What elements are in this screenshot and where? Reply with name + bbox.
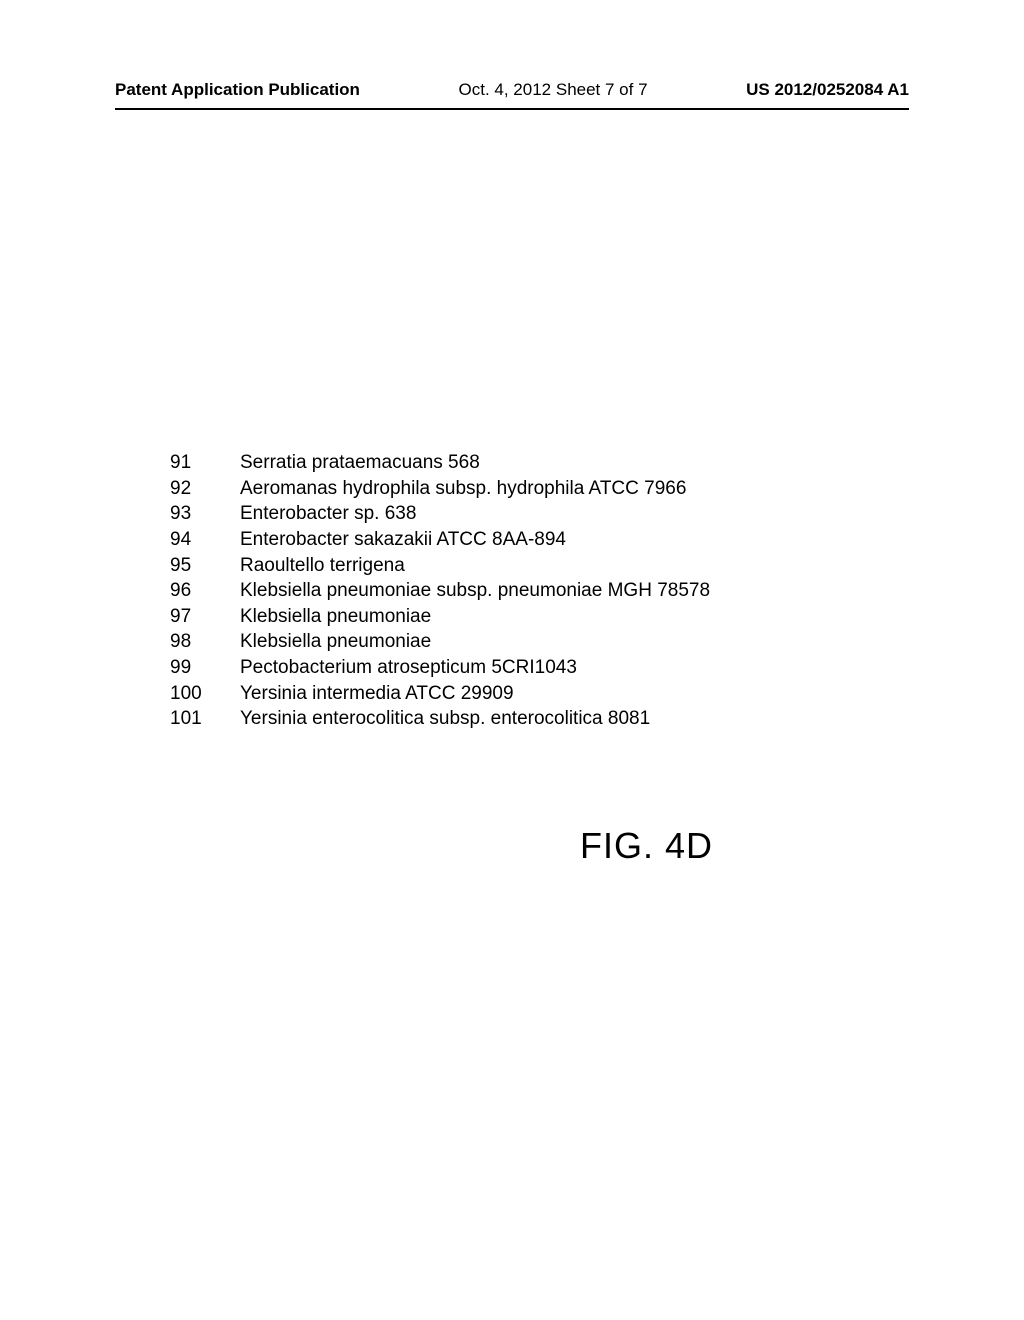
item-text: Yersinia enterocolitica subsp. enterocol… (240, 706, 710, 732)
item-text: Klebsiella pneumoniae subsp. pneumoniae … (240, 578, 710, 604)
list-item: 91 Serratia prataemacuans 568 (170, 450, 710, 476)
publication-type: Patent Application Publication (115, 80, 360, 100)
item-number: 101 (170, 706, 240, 732)
list-item: 92 Aeromanas hydrophila subsp. hydrophil… (170, 476, 710, 502)
item-number: 99 (170, 655, 240, 681)
item-text: Klebsiella pneumoniae (240, 604, 710, 630)
item-number: 92 (170, 476, 240, 502)
publication-number: US 2012/0252084 A1 (746, 80, 909, 100)
item-number: 98 (170, 629, 240, 655)
item-number: 94 (170, 527, 240, 553)
list-item: 100 Yersinia intermedia ATCC 29909 (170, 681, 710, 707)
item-text: Yersinia intermedia ATCC 29909 (240, 681, 710, 707)
list-item: 93 Enterobacter sp. 638 (170, 501, 710, 527)
list-item: 99 Pectobacterium atrosepticum 5CRI1043 (170, 655, 710, 681)
item-text: Aeromanas hydrophila subsp. hydrophila A… (240, 476, 710, 502)
figure-label: FIG. 4D (580, 825, 713, 867)
item-number: 100 (170, 681, 240, 707)
list-item: 97 Klebsiella pneumoniae (170, 604, 710, 630)
item-text: Enterobacter sakazakii ATCC 8AA-894 (240, 527, 710, 553)
item-text: Enterobacter sp. 638 (240, 501, 710, 527)
item-number: 95 (170, 553, 240, 579)
item-number: 91 (170, 450, 240, 476)
page-header: Patent Application Publication Oct. 4, 2… (0, 80, 1024, 100)
list-item: 95 Raoultello terrigena (170, 553, 710, 579)
item-text: Raoultello terrigena (240, 553, 710, 579)
item-text: Klebsiella pneumoniae (240, 629, 710, 655)
header-divider (115, 108, 909, 110)
list-item: 94 Enterobacter sakazakii ATCC 8AA-894 (170, 527, 710, 553)
list-item: 101 Yersinia enterocolitica subsp. enter… (170, 706, 710, 732)
date-sheet-info: Oct. 4, 2012 Sheet 7 of 7 (459, 80, 648, 100)
species-list: 91 Serratia prataemacuans 568 92 Aeroman… (170, 450, 710, 732)
item-number: 93 (170, 501, 240, 527)
item-number: 96 (170, 578, 240, 604)
list-item: 96 Klebsiella pneumoniae subsp. pneumoni… (170, 578, 710, 604)
item-text: Serratia prataemacuans 568 (240, 450, 710, 476)
item-text: Pectobacterium atrosepticum 5CRI1043 (240, 655, 710, 681)
item-number: 97 (170, 604, 240, 630)
list-item: 98 Klebsiella pneumoniae (170, 629, 710, 655)
